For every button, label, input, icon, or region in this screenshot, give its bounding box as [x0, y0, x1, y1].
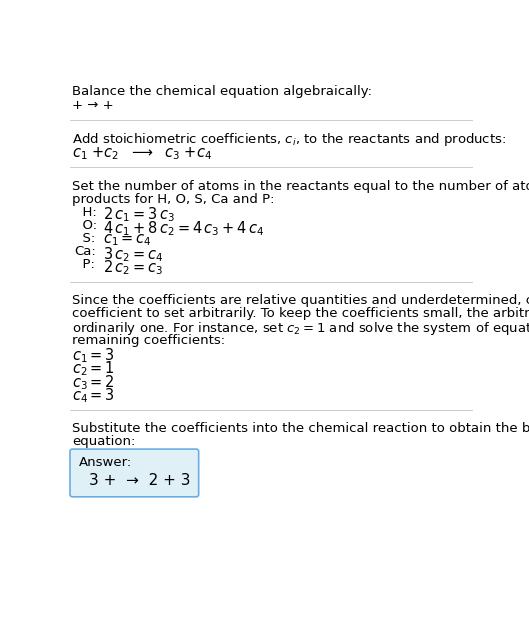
Text: H:: H:	[74, 206, 97, 219]
Text: ordinarily one. For instance, set $c_2 = 1$ and solve the system of equations fo: ordinarily one. For instance, set $c_2 =…	[72, 320, 529, 338]
Text: $c_1 = 3$: $c_1 = 3$	[72, 347, 115, 365]
Text: remaining coefficients:: remaining coefficients:	[72, 334, 225, 347]
FancyBboxPatch shape	[70, 449, 199, 497]
Text: $c_1 = c_4$: $c_1 = c_4$	[103, 232, 152, 248]
Text: Add stoichiometric coefficients, $c_i$, to the reactants and products:: Add stoichiometric coefficients, $c_i$, …	[72, 131, 507, 148]
Text: $3\,c_2 = c_4$: $3\,c_2 = c_4$	[103, 245, 164, 264]
Text: Balance the chemical equation algebraically:: Balance the chemical equation algebraica…	[72, 85, 372, 98]
Text: Substitute the coefficients into the chemical reaction to obtain the balanced: Substitute the coefficients into the che…	[72, 422, 529, 435]
Text: $c_3 = 2$: $c_3 = 2$	[72, 373, 115, 392]
Text: Answer:: Answer:	[78, 456, 132, 469]
Text: products for H, O, S, Ca and P:: products for H, O, S, Ca and P:	[72, 193, 275, 206]
Text: $c_2 = 1$: $c_2 = 1$	[72, 359, 115, 379]
Text: Since the coefficients are relative quantities and underdetermined, choose a: Since the coefficients are relative quan…	[72, 294, 529, 307]
Text: P:: P:	[74, 258, 95, 271]
Text: + → +: + → +	[72, 99, 114, 112]
Text: $c_1$ $+c_2$  $\longrightarrow$  $c_3$ $+c_4$: $c_1$ $+c_2$ $\longrightarrow$ $c_3$ $+c…	[72, 146, 212, 163]
Text: Set the number of atoms in the reactants equal to the number of atoms in the: Set the number of atoms in the reactants…	[72, 179, 529, 192]
Text: $c_4 = 3$: $c_4 = 3$	[72, 386, 115, 404]
Text: coefficient to set arbitrarily. To keep the coefficients small, the arbitrary va: coefficient to set arbitrarily. To keep …	[72, 307, 529, 320]
Text: 3 +  →  2 + 3: 3 + → 2 + 3	[89, 473, 191, 488]
Text: $4\,c_1 + 8\,c_2 = 4\,c_3 + 4\,c_4$: $4\,c_1 + 8\,c_2 = 4\,c_3 + 4\,c_4$	[103, 219, 265, 237]
Text: $2\,c_2 = c_3$: $2\,c_2 = c_3$	[103, 258, 163, 276]
Text: equation:: equation:	[72, 435, 136, 448]
Text: $2\,c_1 = 3\,c_3$: $2\,c_1 = 3\,c_3$	[103, 206, 175, 224]
Text: S:: S:	[74, 232, 95, 245]
Text: Ca:: Ca:	[74, 245, 96, 258]
Text: O:: O:	[74, 219, 97, 232]
